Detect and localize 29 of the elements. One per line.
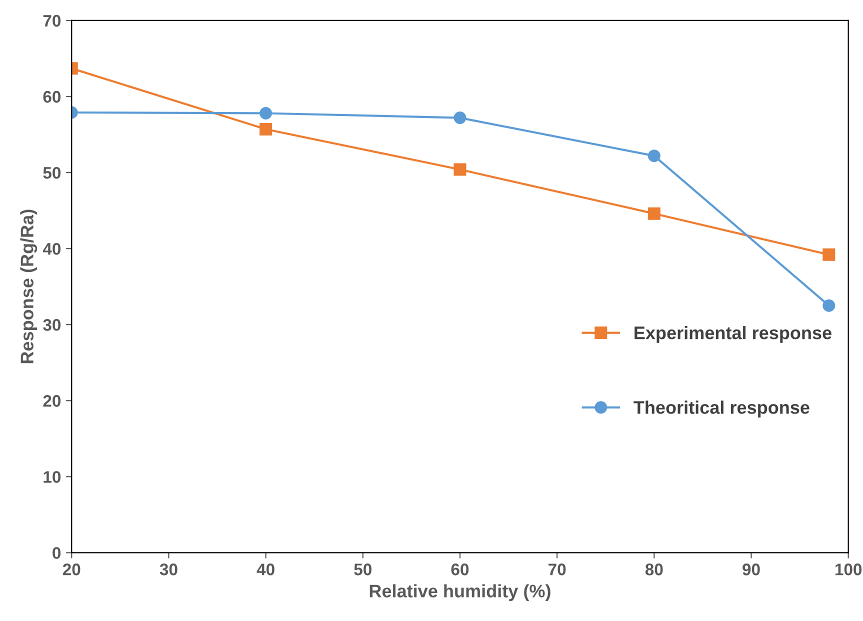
x-tick-label: 50: [354, 564, 372, 576]
y-tick-label: 0: [52, 547, 61, 559]
y-tick-label: 10: [44, 471, 61, 483]
y-tick-label: 60: [43, 90, 61, 103]
point: [260, 122, 272, 136]
y-tick-label: 30: [43, 319, 61, 331]
y-tick-label: 50: [43, 166, 61, 179]
x-tick-label: 90: [742, 564, 760, 576]
y-tick-label: 40: [42, 242, 61, 255]
x-tick-label: 30: [160, 564, 178, 576]
x-tick-label: 60: [451, 564, 469, 576]
point: [454, 112, 466, 124]
x-tick-label: 70: [548, 564, 566, 576]
point: [822, 248, 836, 261]
y-axis-title: Response (Rg/Ra): [20, 210, 38, 364]
legend-label: Theoritical response: [634, 400, 810, 418]
point: [648, 207, 660, 220]
point: [260, 106, 272, 120]
x-axis-title: Relative humidity (%): [370, 584, 550, 602]
point: [454, 163, 466, 176]
point: [822, 299, 836, 312]
y-tick-label: 20: [43, 395, 61, 407]
point: [648, 150, 660, 162]
x-tick-label: 100: [835, 564, 862, 576]
y-tick-label: 70: [43, 14, 61, 27]
legend-label: Experimental response: [634, 326, 832, 343]
x-tick-label: 20: [62, 564, 80, 576]
x-tick-label: 80: [645, 564, 663, 576]
x-tick-label: 40: [256, 564, 274, 576]
